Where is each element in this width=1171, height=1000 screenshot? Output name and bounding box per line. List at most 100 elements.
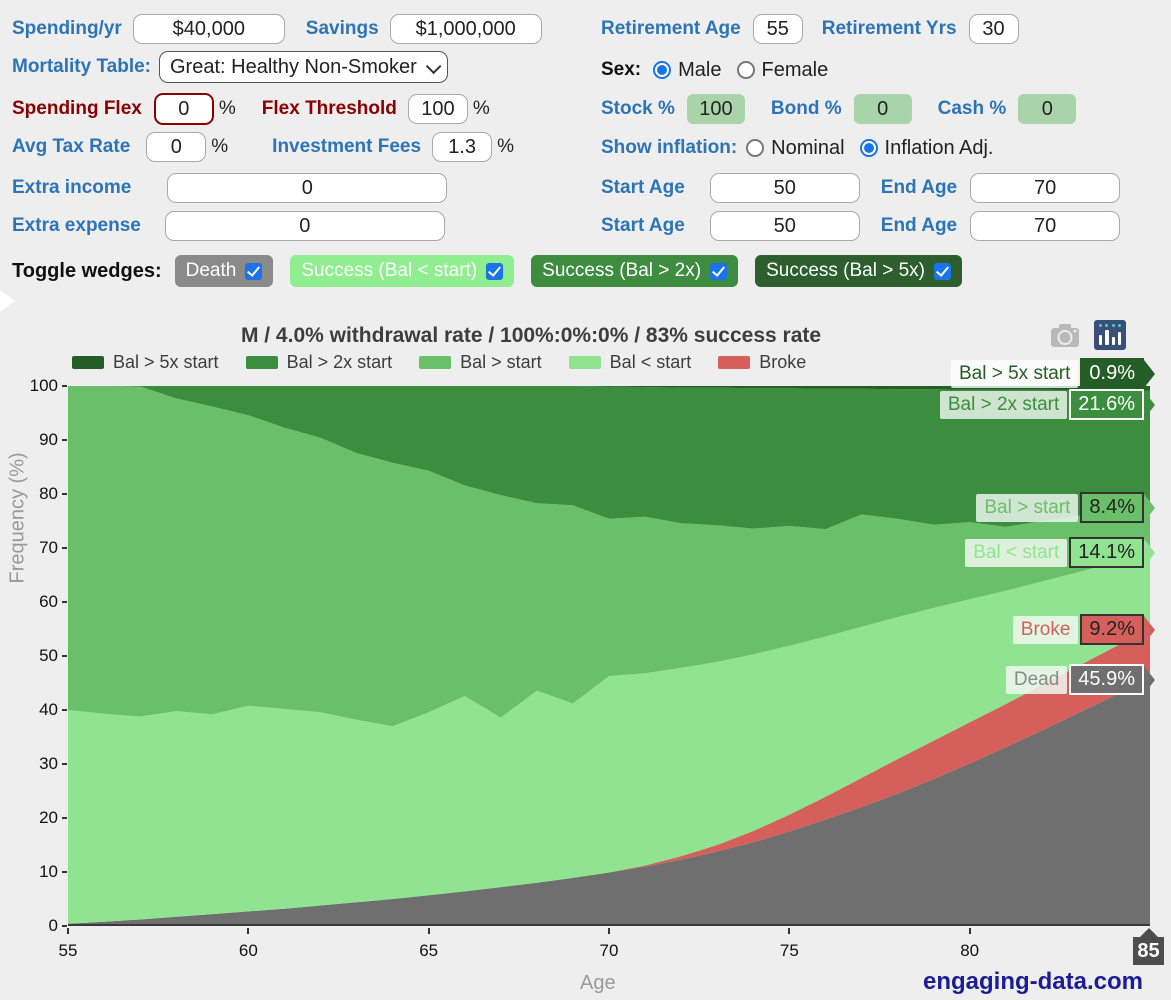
toggle-wedges-label: Toggle wedges:	[12, 259, 162, 282]
wedge-dead	[68, 678, 1150, 926]
expense-start-age-label: Start Age	[601, 215, 685, 236]
legend-item-broke[interactable]: Broke	[718, 352, 806, 373]
annotation-bal-lt-start: Bal < start 14.1%	[965, 537, 1155, 568]
extra-expense-input[interactable]	[164, 211, 445, 241]
flex-threshold-label: Flex Threshold	[261, 98, 397, 119]
wedge-broke	[68, 628, 1150, 924]
retirement-yrs-input[interactable]	[968, 14, 1019, 44]
data-grid-dots	[1099, 324, 1121, 327]
y-axis-title: Frequency (%)	[6, 452, 29, 584]
sex-male-radio[interactable]	[653, 61, 672, 79]
x-tick-label: 60	[238, 941, 258, 960]
y-tick-mark	[62, 547, 67, 549]
income-end-age-input[interactable]	[970, 173, 1121, 203]
x-tick-mark	[67, 928, 69, 934]
bond-input[interactable]	[853, 94, 912, 124]
annotation-bal-gt-2x: Bal > 2x start 21.6%	[939, 389, 1155, 420]
toggle-bal-gt-2x-button[interactable]: Success (Bal > 2x)	[531, 255, 739, 287]
flex-row: Spending Flex % Flex Threshold %	[12, 92, 490, 126]
fees-input[interactable]	[432, 132, 493, 162]
y-tick-mark	[62, 385, 67, 387]
tax-fees-row: Avg Tax Rate % Investment Fees %	[12, 130, 514, 164]
x-tick-mark	[968, 928, 971, 934]
chart-title: M / 4.0% withdrawal rate / 100%:0%:0% / …	[240, 324, 822, 347]
income-start-age-input[interactable]	[709, 173, 860, 203]
annotation-broke: Broke 9.2%	[1012, 614, 1155, 645]
x-tick-label: 55	[58, 941, 78, 960]
toggle-death-label: Death	[185, 260, 237, 281]
inflation-nominal-label: Nominal	[771, 136, 845, 159]
wedge-bal-5x-start	[68, 386, 1150, 391]
retirement-age-input[interactable]	[752, 14, 803, 44]
toggle-death-button[interactable]: Death	[174, 255, 274, 287]
annotation-pointer-icon	[1144, 538, 1155, 567]
annotation-pointer-icon	[1144, 359, 1155, 388]
extra-income-row: Extra income	[12, 171, 448, 205]
flex-threshold-input[interactable]	[407, 94, 468, 124]
extra-income-label: Extra income	[12, 177, 132, 198]
annotation-label: Broke	[1012, 615, 1079, 644]
legend-swatch	[419, 356, 452, 369]
sex-female-label: Female	[761, 58, 829, 81]
toggle-bal-gt-5x-button[interactable]: Success (Bal > 5x)	[755, 255, 962, 287]
annotation-value-badge: 14.1%	[1069, 537, 1144, 568]
wedge-bal-start	[68, 552, 1150, 924]
y-tick-mark	[62, 655, 67, 657]
sidebar-expand-arrow-icon[interactable]	[0, 290, 15, 312]
spending-flex-input[interactable]	[153, 93, 214, 125]
bal-gt-5x-checkbox-icon[interactable]	[934, 262, 951, 280]
bal-lt-start-checkbox-icon[interactable]	[486, 262, 504, 280]
legend-swatch	[568, 356, 601, 369]
toggle-bal-lt-start-button[interactable]: Success (Bal < start)	[290, 255, 515, 287]
sex-male-label: Male	[678, 58, 722, 81]
show-inflation-label: Show inflation:	[601, 137, 738, 158]
y-tick-label: 70	[39, 538, 58, 557]
retirement-age-label: Retirement Age	[601, 18, 741, 39]
avg-tax-unit: %	[211, 136, 229, 157]
stacked-area-chart	[68, 386, 1150, 926]
mortality-select-value: Great: Healthy Non-Smoker	[170, 55, 417, 78]
inflation-adjusted-radio[interactable]	[859, 139, 878, 157]
y-tick-mark	[62, 709, 67, 711]
data-grid-icon[interactable]	[1094, 320, 1126, 350]
legend-label: Bal < start	[609, 352, 692, 372]
watermark-link: engaging-data.com	[922, 968, 1143, 995]
annotation-label: Bal > start	[976, 493, 1079, 522]
extra-income-input[interactable]	[167, 173, 448, 203]
chart-modebar	[1050, 320, 1126, 350]
camera-icon[interactable]	[1050, 322, 1080, 348]
end-age-badge: 85	[1133, 928, 1164, 965]
extra-expense-label: Extra expense	[12, 215, 141, 236]
y-tick-label: 50	[39, 646, 58, 665]
expense-end-age-input[interactable]	[970, 211, 1121, 241]
legend-item-bal-gt-2x[interactable]: Bal > 2x start	[245, 352, 392, 373]
spending-input[interactable]	[132, 14, 285, 44]
y-tick-mark	[62, 871, 67, 873]
death-checkbox-icon[interactable]	[245, 262, 263, 280]
expense-start-age-input[interactable]	[709, 211, 860, 241]
bal-gt-2x-checkbox-icon[interactable]	[710, 262, 728, 280]
legend-swatch	[718, 356, 751, 369]
legend-item-bal-gt-5x[interactable]: Bal > 5x start	[72, 352, 219, 373]
avg-tax-input[interactable]	[146, 132, 207, 162]
cash-input[interactable]	[1018, 94, 1077, 124]
sex-female-radio[interactable]	[736, 61, 755, 79]
fees-label: Investment Fees	[272, 136, 422, 157]
y-tick-label: 40	[39, 700, 58, 719]
spending-savings-row: Spending/yr Savings	[12, 12, 542, 46]
y-tick-label: 30	[39, 754, 58, 773]
inflation-nominal-radio[interactable]	[746, 139, 765, 157]
x-axis-title: Age	[580, 972, 616, 994]
mortality-select[interactable]: Great: Healthy Non-Smoker	[159, 51, 448, 83]
x-axis-line	[68, 924, 1150, 926]
x-tick-mark	[247, 928, 250, 934]
legend-item-bal-gt-start[interactable]: Bal > start	[419, 352, 542, 373]
toggle-bal-lt-start-label: Success (Bal < start)	[301, 260, 478, 281]
x-tick-mark	[788, 928, 791, 934]
legend-item-bal-lt-start[interactable]: Bal < start	[568, 352, 692, 373]
legend-swatch	[72, 356, 104, 369]
annotation-dead: Dead 45.9%	[1005, 664, 1155, 695]
savings-input[interactable]	[389, 14, 542, 44]
stock-input[interactable]	[686, 94, 745, 124]
toggle-bal-gt-5x-label: Success (Bal > 5x)	[766, 260, 925, 281]
